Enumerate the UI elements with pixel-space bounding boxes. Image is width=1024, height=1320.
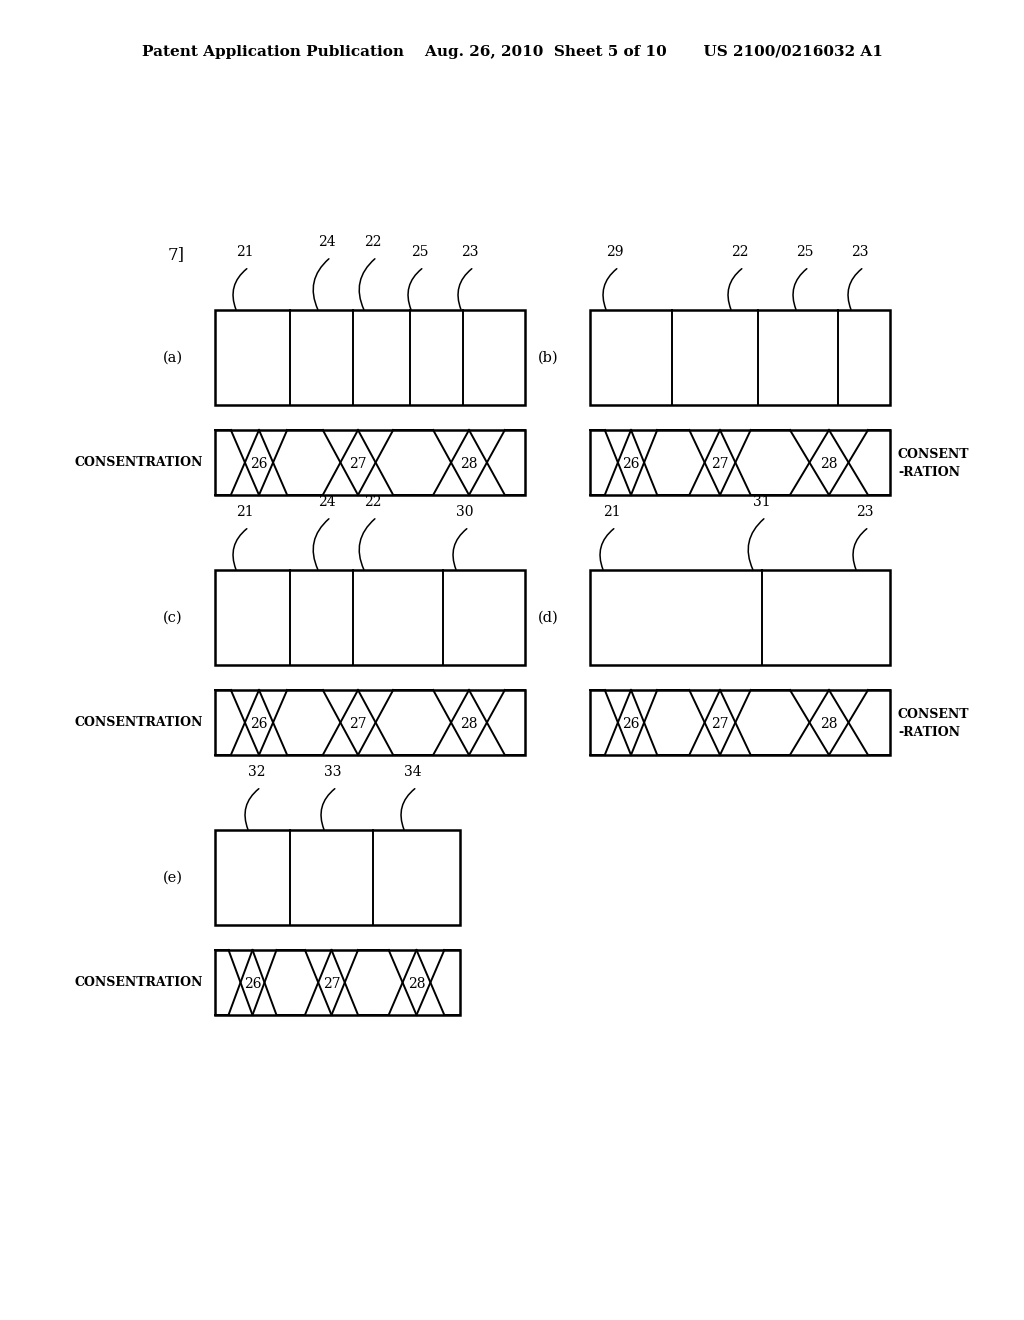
Text: 21: 21 xyxy=(237,506,254,519)
Bar xyxy=(215,690,525,755)
Bar xyxy=(215,830,460,925)
Text: 33: 33 xyxy=(325,766,342,779)
Text: 30: 30 xyxy=(457,506,474,519)
Text: 22: 22 xyxy=(365,235,382,249)
Text: 22: 22 xyxy=(365,495,382,510)
Text: 21: 21 xyxy=(603,506,621,519)
Text: CONSENT: CONSENT xyxy=(898,709,970,721)
Text: CONSENTRATION: CONSENTRATION xyxy=(75,975,203,989)
Text: 24: 24 xyxy=(318,235,336,249)
Text: 7]: 7] xyxy=(168,247,185,264)
Text: 23: 23 xyxy=(851,246,868,259)
Bar xyxy=(590,310,890,405)
Text: 25: 25 xyxy=(412,246,429,259)
Bar xyxy=(590,570,890,665)
Text: (a): (a) xyxy=(163,351,183,364)
Text: 31: 31 xyxy=(754,495,771,510)
Text: 21: 21 xyxy=(237,246,254,259)
Text: Patent Application Publication    Aug. 26, 2010  Sheet 5 of 10       US 2100/021: Patent Application Publication Aug. 26, … xyxy=(141,45,883,59)
Text: 25: 25 xyxy=(797,246,814,259)
Text: 28: 28 xyxy=(460,717,478,731)
Text: 23: 23 xyxy=(461,246,479,259)
Text: -RATION: -RATION xyxy=(898,466,961,479)
Text: 27: 27 xyxy=(712,717,729,731)
Bar xyxy=(215,430,525,495)
Text: 26: 26 xyxy=(623,457,640,471)
Text: 27: 27 xyxy=(323,977,340,991)
Text: 23: 23 xyxy=(856,506,873,519)
Bar xyxy=(590,690,890,755)
Text: 28: 28 xyxy=(408,977,425,991)
Text: 26: 26 xyxy=(244,977,261,991)
Text: (b): (b) xyxy=(538,351,558,364)
Text: CONSENTRATION: CONSENTRATION xyxy=(75,715,203,729)
Bar xyxy=(215,570,525,665)
Bar xyxy=(590,430,890,495)
Text: 28: 28 xyxy=(820,457,838,471)
Text: -RATION: -RATION xyxy=(898,726,961,739)
Text: CONSENTRATION: CONSENTRATION xyxy=(75,455,203,469)
Text: (d): (d) xyxy=(538,610,558,624)
Bar xyxy=(215,950,460,1015)
Text: 26: 26 xyxy=(250,717,267,731)
Text: 32: 32 xyxy=(248,766,266,779)
Text: 27: 27 xyxy=(349,457,367,471)
Text: 34: 34 xyxy=(404,766,422,779)
Text: (c): (c) xyxy=(163,610,183,624)
Text: 27: 27 xyxy=(712,457,729,471)
Text: 28: 28 xyxy=(460,457,478,471)
Text: 24: 24 xyxy=(318,495,336,510)
Text: 22: 22 xyxy=(731,246,749,259)
Text: 28: 28 xyxy=(820,717,838,731)
Text: 29: 29 xyxy=(606,246,624,259)
Bar xyxy=(215,310,525,405)
Text: 27: 27 xyxy=(349,717,367,731)
Text: (e): (e) xyxy=(163,870,183,884)
Text: 26: 26 xyxy=(250,457,267,471)
Text: 26: 26 xyxy=(623,717,640,731)
Text: CONSENT: CONSENT xyxy=(898,449,970,461)
